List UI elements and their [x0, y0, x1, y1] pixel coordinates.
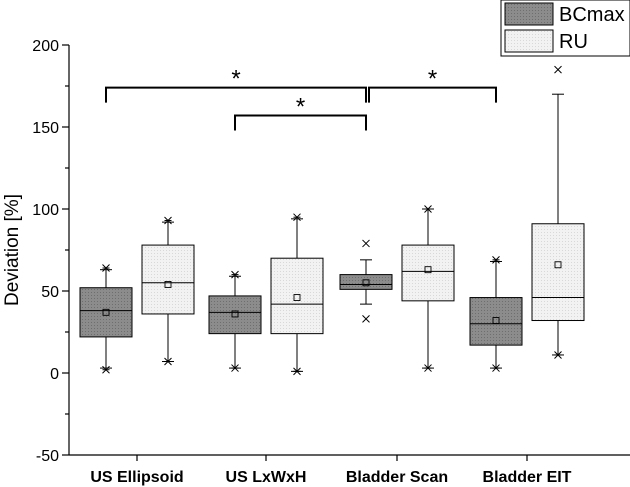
iqr-box	[79, 287, 133, 338]
x-tick-label-0: US Ellipsoid	[90, 469, 183, 486]
max-marker	[424, 205, 432, 213]
marker-stroke	[362, 315, 370, 323]
x-tick-label-3: Bladder EIT	[483, 469, 572, 486]
mean-marker	[231, 310, 239, 318]
sig-bracket-1: *	[234, 94, 367, 131]
legend-entry-1: RU	[504, 29, 588, 53]
legend-swatch	[504, 2, 554, 26]
marker-stroke	[362, 239, 370, 248]
y-tick-label-100: 100	[32, 202, 59, 219]
max-marker	[164, 216, 172, 225]
min-marker	[554, 351, 562, 359]
sig-bracket-2: *	[368, 66, 497, 103]
iqr-box	[208, 295, 262, 335]
y-tick-label-200: 200	[32, 38, 59, 55]
axes: -50 0 50 100 150 200 Deviation [%] US Ellipsoid…	[2, 38, 630, 486]
mean-marker	[492, 317, 500, 324]
max-marker	[554, 65, 562, 74]
iqr-box	[339, 274, 393, 290]
box-BCmax-2	[339, 239, 393, 323]
min-marker	[293, 367, 301, 376]
y-tick-label-50: 50	[41, 284, 59, 301]
min-marker	[164, 357, 172, 366]
max-marker	[293, 213, 301, 222]
min-marker	[424, 364, 432, 372]
y-axis-title: Deviation [%]	[2, 194, 23, 306]
min-marker	[492, 364, 500, 372]
significance-brackets: * * *	[105, 66, 497, 131]
legend-swatch	[504, 29, 554, 53]
y-tick-label-150: 150	[32, 120, 59, 137]
y-tick-label--50: -50	[36, 448, 59, 465]
mean-marker	[293, 294, 301, 302]
mean-marker	[554, 261, 562, 269]
mean-marker	[164, 280, 172, 288]
sig-bracket-0: *	[105, 66, 367, 103]
box-BCmax-1	[208, 270, 262, 372]
x-tick-label-2: Bladder Scan	[346, 469, 448, 486]
min-marker	[362, 315, 370, 323]
max-marker	[362, 239, 370, 248]
mean-marker	[102, 308, 110, 316]
box-RU-2	[401, 205, 455, 372]
min-marker	[231, 364, 239, 372]
bracket-line	[234, 114, 367, 131]
marker-stroke	[554, 65, 562, 74]
iqr-box	[531, 223, 585, 322]
legend-entry-0: BCmax	[504, 2, 625, 26]
box-BCmax-0	[79, 264, 133, 374]
min-marker	[102, 365, 110, 374]
max-marker	[102, 264, 110, 272]
box-BCmax-3	[469, 255, 523, 372]
sig-label: *	[428, 66, 437, 93]
max-marker	[231, 270, 239, 279]
legend-label: RU	[559, 31, 588, 53]
x-tick-label-1: US LxWxH	[226, 469, 307, 486]
iqr-box	[469, 297, 523, 346]
y-tick-label-0: 0	[50, 366, 59, 383]
legend-label: BCmax	[559, 4, 625, 26]
iqr-box	[141, 244, 195, 315]
box-RU-1	[270, 213, 324, 376]
box-RU-0	[141, 216, 195, 366]
max-marker	[492, 255, 500, 264]
bracket-line	[105, 86, 367, 103]
mean-marker	[362, 279, 370, 287]
boxes	[79, 65, 585, 376]
bracket-line	[368, 86, 497, 103]
iqr-box	[270, 257, 324, 335]
sig-label: *	[231, 66, 240, 93]
sig-label: *	[296, 94, 305, 121]
mean-marker	[424, 266, 432, 274]
legend: BCmax RU	[500, 0, 630, 57]
box-RU-3	[531, 65, 585, 359]
